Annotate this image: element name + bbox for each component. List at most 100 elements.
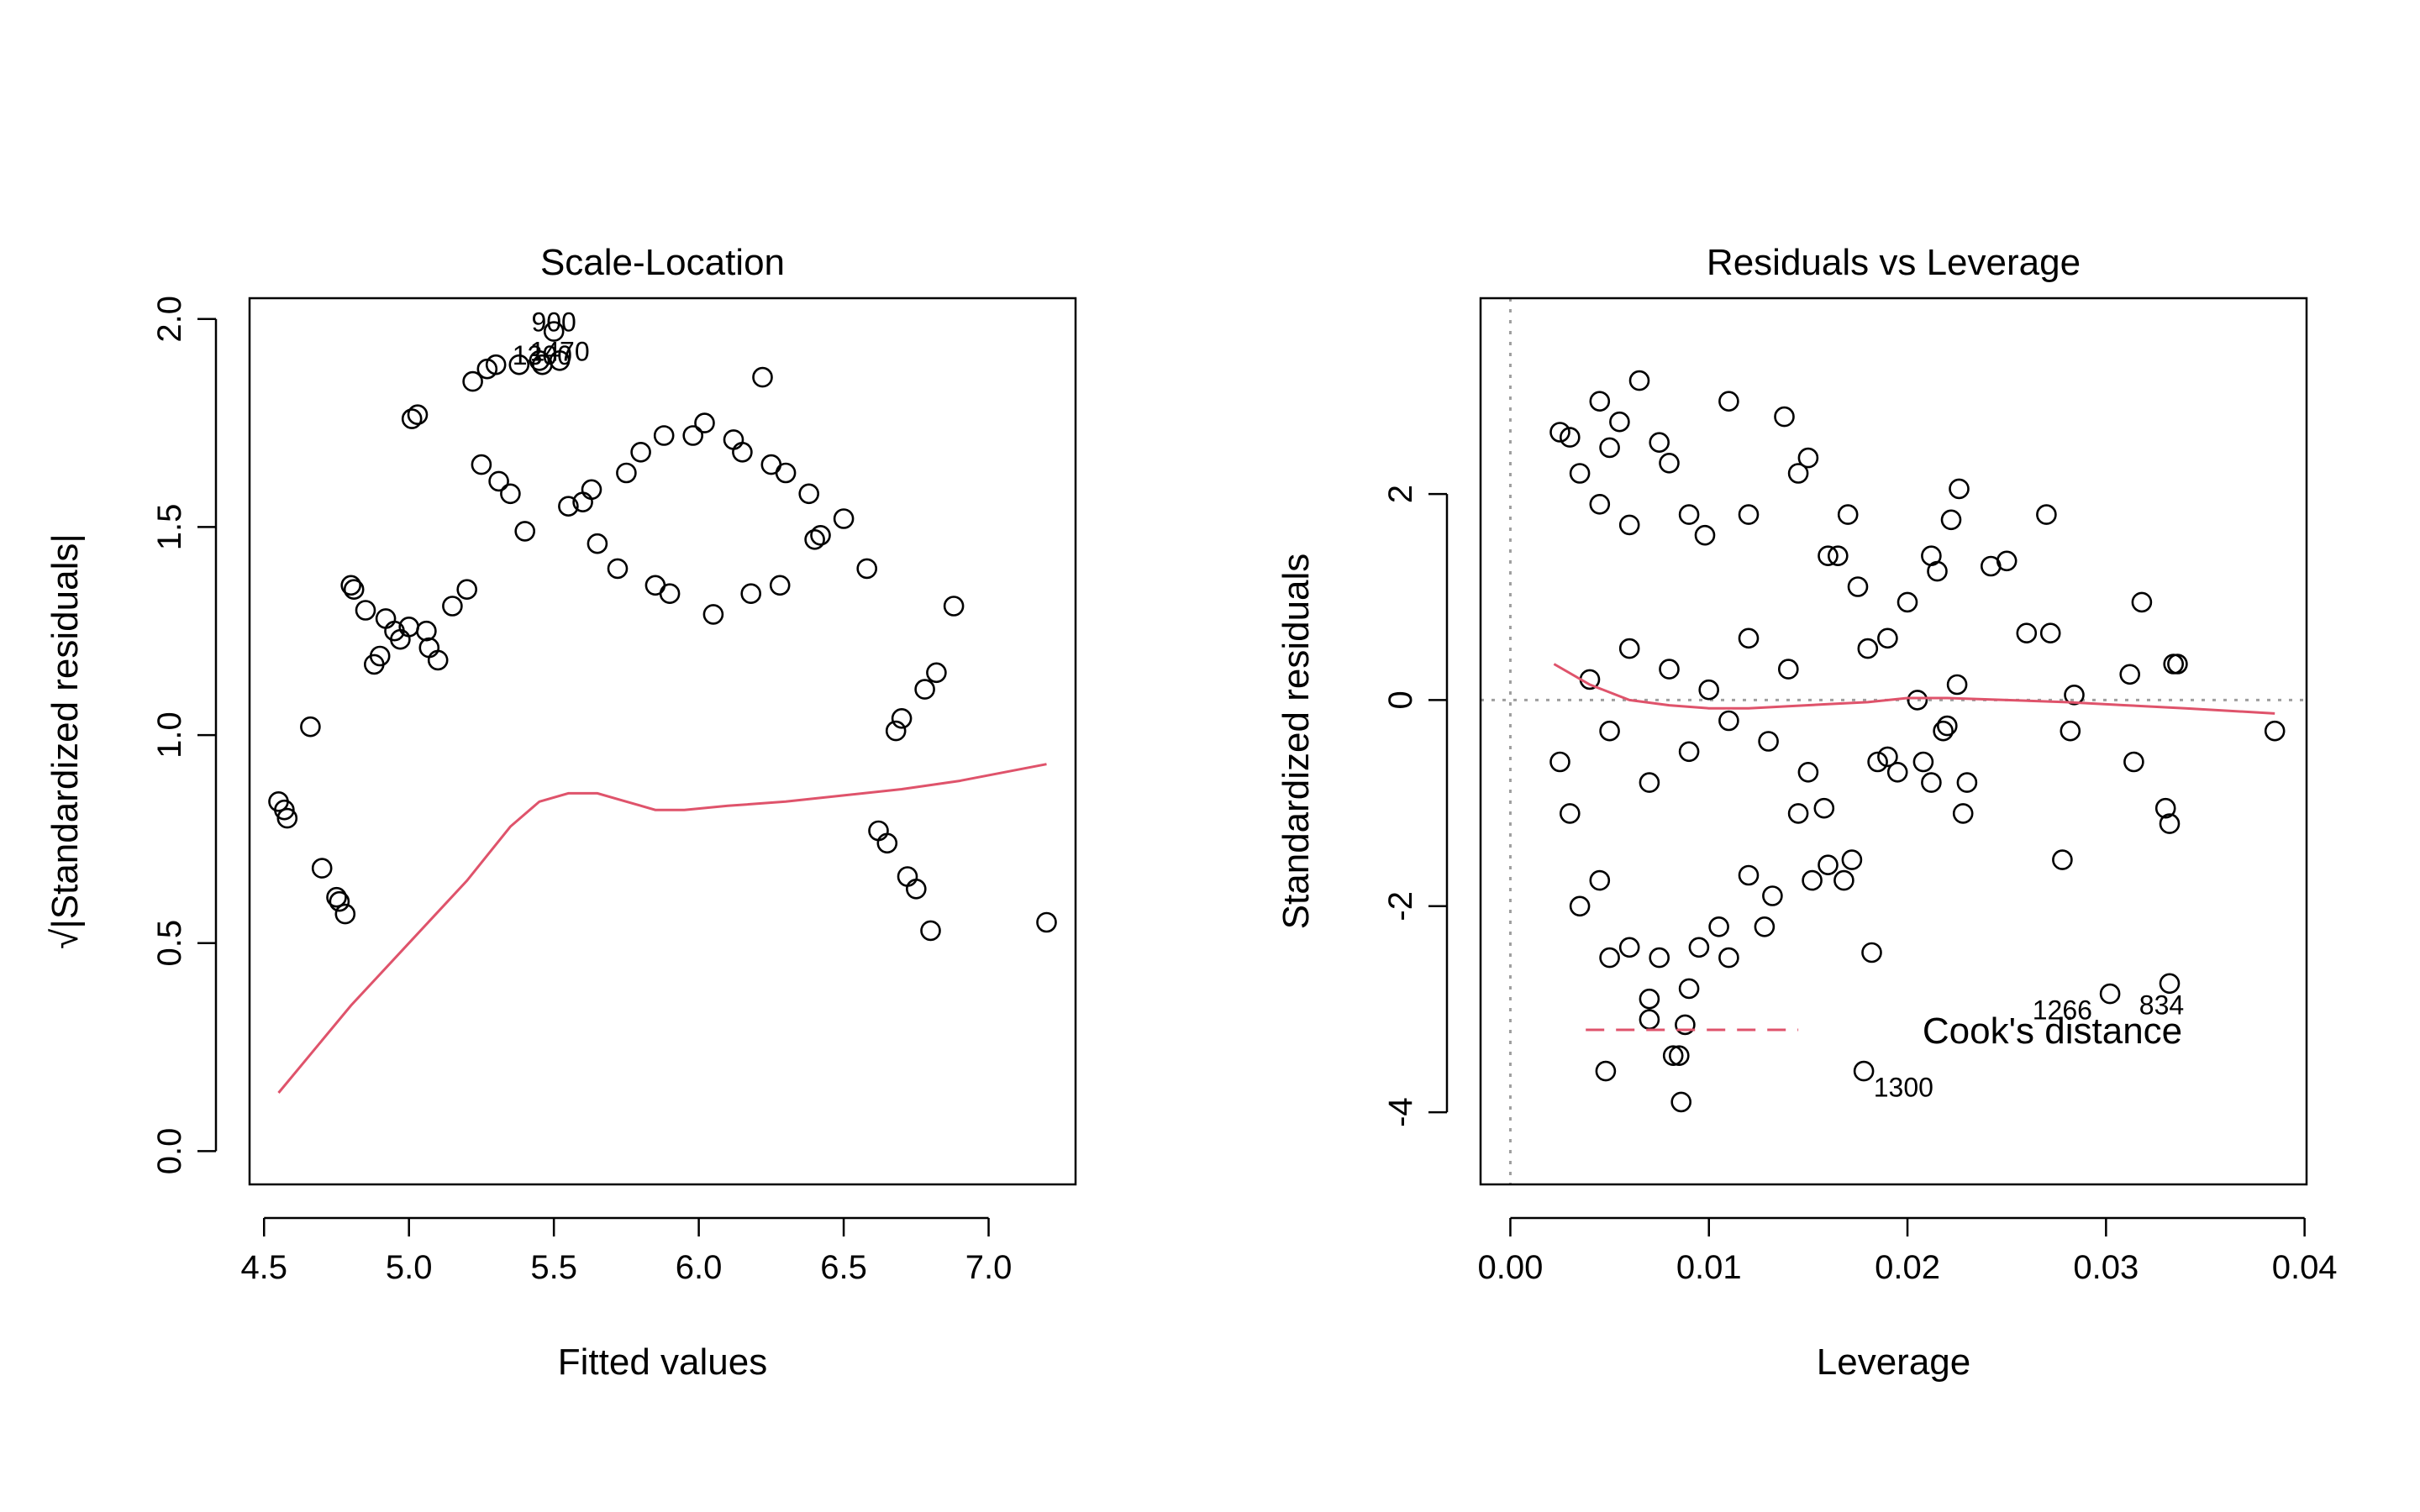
x-axis-label: Fitted values <box>558 1341 767 1383</box>
data-point <box>2052 849 2073 870</box>
data-point <box>1609 411 1630 433</box>
data-point <box>1649 947 1670 969</box>
data-point <box>1618 937 1640 958</box>
data-point <box>529 349 550 371</box>
data-point <box>1649 432 1670 454</box>
data-point <box>1618 514 1640 536</box>
data-point <box>1708 916 1729 937</box>
data-point <box>891 707 913 729</box>
data-point <box>798 483 820 505</box>
data-point <box>1669 1045 1690 1066</box>
data-point <box>1589 391 1611 412</box>
point-series <box>268 321 1057 942</box>
y-tick-label: 1.0 <box>151 711 188 759</box>
data-point <box>1927 560 1948 582</box>
data-point <box>1694 524 1716 546</box>
data-point <box>1877 627 1898 649</box>
data-point <box>1861 942 1882 963</box>
data-point <box>1639 772 1660 793</box>
data-point <box>1837 504 1859 525</box>
data-point <box>2159 973 2181 995</box>
data-point <box>653 425 675 446</box>
data-point <box>1847 576 1869 597</box>
data-point <box>2060 720 2081 742</box>
data-point <box>508 354 530 375</box>
plot-frame <box>1479 297 2308 1186</box>
data-point <box>1599 437 1620 459</box>
data-point <box>1857 638 1879 659</box>
data-point <box>1639 1009 1660 1030</box>
data-point <box>1036 911 1057 933</box>
data-point <box>1897 591 1918 613</box>
data-point <box>558 496 579 517</box>
data-point <box>752 366 773 388</box>
data-point <box>1549 751 1570 773</box>
data-point <box>943 596 965 617</box>
data-point <box>885 720 907 742</box>
data-point <box>1659 659 1680 680</box>
data-point <box>427 649 449 671</box>
x-tick-label: 5.0 <box>386 1249 433 1286</box>
data-point <box>343 579 365 601</box>
data-point <box>1813 797 1835 819</box>
x-tick-label: 7.0 <box>965 1249 1013 1286</box>
y-tick-label: 2.0 <box>151 296 188 343</box>
data-point <box>1802 869 1823 891</box>
data-point <box>1670 1091 1691 1113</box>
data-point <box>543 321 565 342</box>
data-point <box>1675 1014 1696 1036</box>
point-annotation: 1266 <box>2033 995 2092 1026</box>
data-point <box>1569 463 1591 484</box>
data-point <box>2036 504 2057 525</box>
x-tick-label: 6.0 <box>676 1249 723 1286</box>
data-point <box>702 604 724 625</box>
y-tick-label: 2 <box>1382 485 1419 503</box>
data-point <box>334 903 356 925</box>
data-point <box>1659 452 1680 474</box>
data-point <box>407 404 429 426</box>
data-point <box>549 349 571 371</box>
data-point <box>1698 679 1719 701</box>
data-point <box>587 533 608 554</box>
data-point <box>2016 622 2038 644</box>
data-point <box>1818 854 1839 875</box>
x-axis-label: Leverage <box>1817 1341 1970 1383</box>
data-point <box>1921 772 1942 793</box>
point-annotation: 1300 <box>513 340 572 370</box>
data-point <box>1560 803 1581 824</box>
data-point <box>326 886 347 908</box>
y-axis-label: √|Standardized residuals| <box>45 533 86 949</box>
data-point <box>833 508 855 529</box>
data-point <box>810 524 831 546</box>
data-point <box>1867 751 1888 773</box>
data-point <box>1797 447 1819 469</box>
data-point <box>1589 493 1611 515</box>
data-point <box>2159 813 2181 834</box>
data-point <box>1560 427 1581 448</box>
data-point <box>1937 715 1958 737</box>
data-point <box>442 596 463 617</box>
smoothed-trend-line <box>277 763 1047 1094</box>
data-point <box>914 679 935 700</box>
data-point <box>418 637 440 659</box>
data-point <box>856 558 877 580</box>
data-point <box>630 441 651 463</box>
y-tick-label: 0.5 <box>151 920 188 967</box>
data-point <box>769 575 791 596</box>
data-point <box>775 462 797 484</box>
data-point <box>920 920 941 942</box>
data-point <box>1778 659 1799 680</box>
point-annotation: 1470 <box>529 336 589 366</box>
residuals-vs-leverage-panel: 0.00 0.01 0.02 0.03 0.04 -4 -2 0 2 Residuals vs L… <box>1276 242 2338 1383</box>
chart-title: Scale-Location <box>540 242 785 283</box>
data-point <box>1599 720 1620 742</box>
data-point <box>1678 741 1700 763</box>
data-point <box>804 528 825 550</box>
point-annotation: 834 <box>2139 990 2184 1021</box>
chart-title: Residuals vs Leverage <box>1707 242 2081 283</box>
data-point <box>1738 504 1760 525</box>
data-point <box>1912 751 1934 773</box>
data-point <box>868 820 889 842</box>
x-tick-label: 0.01 <box>1676 1249 1742 1286</box>
